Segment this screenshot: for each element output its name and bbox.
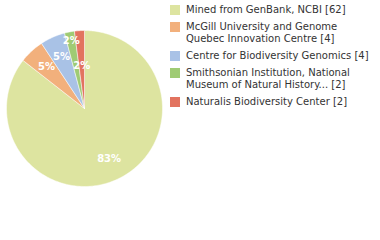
svg-text:5%: 5% (53, 51, 70, 62)
html-text:McGill University and Genome Q: McGill University and Genome Quebec Inno… (186, 21, 338, 44)
html-text:Smithsonian Institution, Natio: Smithsonian Institution, National Museum… (186, 67, 350, 90)
html-text:Naturalis Biodiversity Center: Naturalis Biodiversity Center [2] (186, 96, 348, 107)
svg-text:2%: 2% (73, 60, 90, 71)
svg-text:5%: 5% (38, 61, 55, 72)
svg-text:83%: 83% (97, 153, 121, 164)
html-text:Mined from GenBank, NCBI [62]: Mined from GenBank, NCBI [62] (186, 4, 346, 15)
svg-text:2%: 2% (63, 35, 80, 46)
html-text:Centre for Biodiversity Genomi: Centre for Biodiversity Genomics [4] (186, 50, 369, 61)
